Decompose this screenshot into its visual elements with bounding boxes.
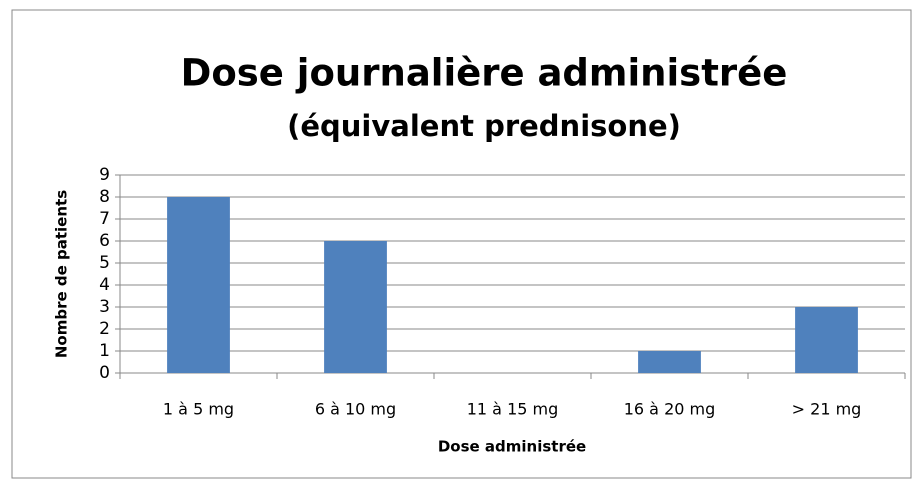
bar [795, 307, 858, 373]
x-tick-label: 16 à 20 mg [624, 400, 716, 419]
y-tick-label: 2 [99, 319, 110, 339]
y-tick-label: 7 [99, 209, 110, 229]
y-tick-label: 0 [99, 363, 110, 383]
x-tick-label: 1 à 5 mg [163, 400, 234, 419]
chart-border [11, 9, 912, 479]
x-tick-label: 6 à 10 mg [315, 400, 396, 419]
x-tick-label: 11 à 15 mg [467, 400, 559, 419]
bar [324, 241, 387, 373]
chart-subtitle: (équivalent prednisone) [287, 109, 681, 143]
y-axis-label: Nombre de patients [53, 190, 71, 358]
y-tick-label: 3 [99, 297, 110, 317]
x-tick-label: > 21 mg [792, 400, 862, 419]
bar [638, 351, 701, 373]
chart-title: Dose journalière administrée [181, 52, 788, 95]
y-tick-label: 6 [99, 231, 110, 251]
x-axis-label: Dose administrée [438, 438, 586, 456]
y-tick-label: 1 [99, 341, 110, 361]
y-tick-label: 5 [99, 253, 110, 273]
y-tick-label: 8 [99, 187, 110, 207]
y-tick-label: 4 [99, 275, 110, 295]
y-tick-label: 9 [99, 165, 110, 185]
bar [167, 197, 230, 373]
